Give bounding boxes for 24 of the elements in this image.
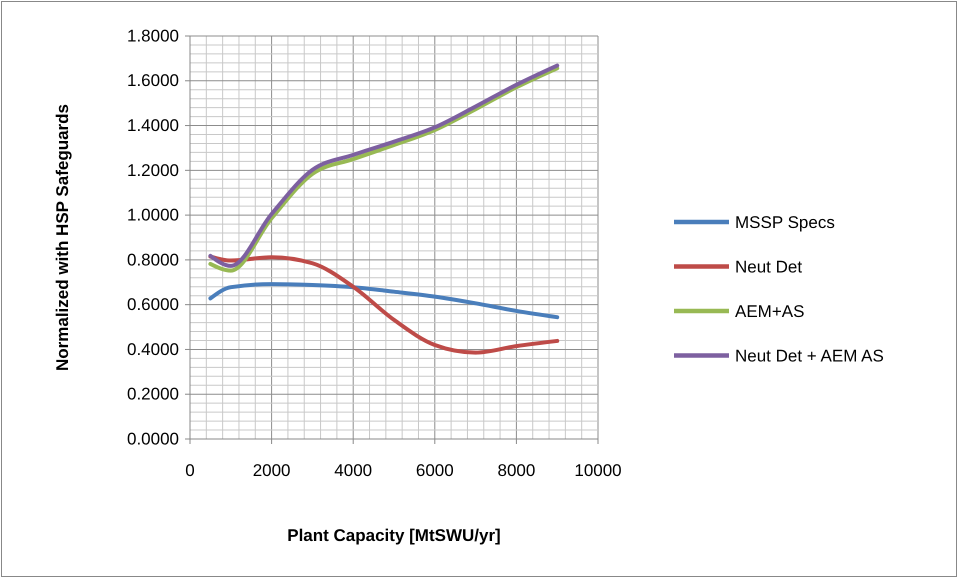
y-tick-label: 0.0000 xyxy=(127,429,179,448)
y-tick-label: 1.6000 xyxy=(127,71,179,90)
line-series xyxy=(208,254,560,355)
y-tick-label: 0.4000 xyxy=(127,340,179,359)
x-tick-label: 2000 xyxy=(252,461,291,480)
y-tick-label: 1.2000 xyxy=(127,160,179,180)
y-tick-label: 1.8000 xyxy=(127,26,179,46)
legend-label: MSSP Specs xyxy=(735,213,835,232)
y-tick-label: 0.8000 xyxy=(127,250,179,270)
y-tick-label: 1.4000 xyxy=(127,116,179,135)
x-tick-label: 4000 xyxy=(334,461,372,480)
y-axis-title: Normalized with HSP Safeguards xyxy=(53,104,72,372)
y-tick-label: 0.6000 xyxy=(127,295,179,314)
x-axis-title: Plant Capacity [MtSWU/yr] xyxy=(287,526,501,545)
x-tick-label: 6000 xyxy=(416,461,454,480)
x-tick-label: 10000 xyxy=(574,461,622,480)
x-tick-label: 8000 xyxy=(497,461,536,480)
y-tick-label: 1.0000 xyxy=(127,206,179,225)
x-tick-label: 0 xyxy=(185,461,195,480)
line-series xyxy=(208,282,560,320)
y-tick-label: 0.2000 xyxy=(127,384,179,404)
legend-label: AEM+AS xyxy=(735,302,804,321)
legend-label: Neut Det + AEM AS xyxy=(735,346,884,366)
legend-label: Neut Det xyxy=(735,258,802,276)
